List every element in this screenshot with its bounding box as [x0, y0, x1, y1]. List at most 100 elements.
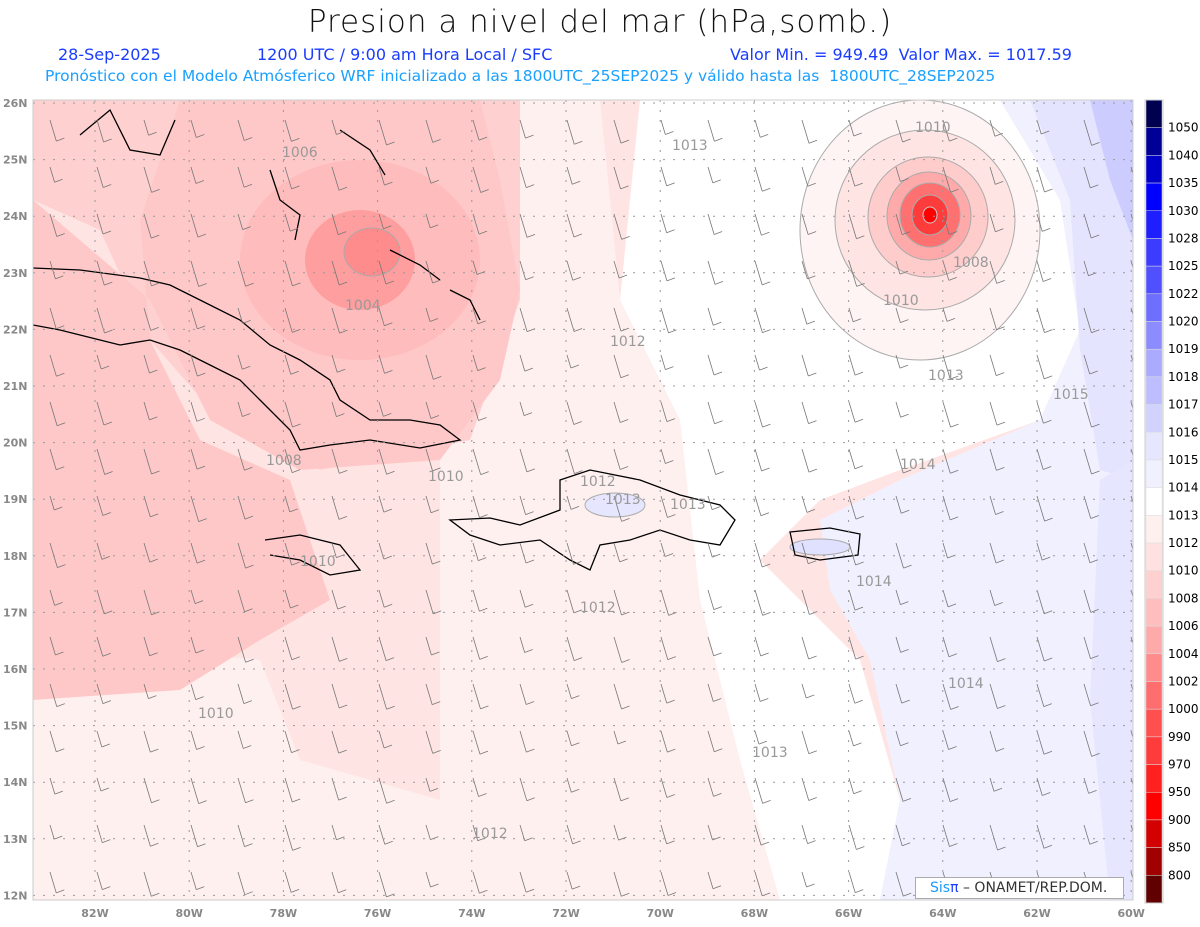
wind-barb-flag: [151, 470, 160, 475]
wind-barb-flag: [667, 748, 676, 753]
wind-barb: [190, 542, 206, 564]
wind-barb-staff: [754, 636, 762, 657]
wind-barb-flag: [102, 700, 112, 705]
wind-barb-flag: [997, 658, 1006, 663]
wind-barb-staff: [425, 354, 434, 380]
wind-barb-staff: [331, 730, 340, 754]
wind-barb-flag: [386, 799, 395, 804]
wind-barb: [143, 401, 158, 421]
wind-barb: [378, 401, 392, 417]
wind-barb-staff: [378, 730, 385, 749]
lat-label: 15N: [3, 720, 28, 733]
lon-label: 64W: [929, 907, 956, 920]
wind-barb: [1083, 730, 1100, 757]
wind-barb-flag: [1043, 750, 1053, 755]
wind-barb-flag: [666, 229, 675, 234]
wind-barb-flag: [853, 132, 862, 137]
wind-barb-staff: [989, 589, 996, 606]
wind-barb: [284, 777, 301, 803]
wind-barb: [801, 636, 817, 660]
wind-barb-staff: [707, 260, 716, 285]
wind-barb: [989, 213, 1004, 233]
wind-barb: [425, 542, 441, 565]
wind-barb-flag: [196, 886, 205, 891]
wind-barb-flag: [570, 364, 580, 369]
wind-barb-staff: [801, 119, 810, 144]
wind-barb-staff: [566, 448, 575, 474]
wind-barb: [707, 166, 721, 184]
wind-barb: [190, 824, 206, 848]
wind-barb-staff: [707, 495, 713, 510]
wind-barb-flag: [713, 231, 723, 235]
wind-barb-staff: [143, 307, 152, 331]
wind-barb-flag: [902, 842, 911, 847]
wind-barb-staff: [1036, 777, 1043, 796]
wind-barb-staff: [613, 495, 623, 522]
wind-barb: [613, 871, 630, 897]
wind-barb-flag: [903, 564, 912, 569]
wind-barb-staff: [1036, 730, 1045, 755]
wind-barb-staff: [378, 777, 387, 804]
wind-barb: [237, 542, 254, 569]
wind-barb: [801, 448, 818, 473]
wind-barb-flag: [1090, 515, 1099, 519]
wind-barb: [190, 354, 206, 377]
wind-barb-flag: [338, 796, 347, 801]
wind-barb-staff: [1036, 166, 1045, 193]
wind-barb-staff: [190, 777, 200, 804]
wind-barb-staff: [801, 683, 807, 699]
wind-barb-staff: [754, 777, 763, 804]
wind-barb: [143, 871, 160, 897]
wind-barb-staff: [942, 542, 948, 559]
wind-barb-flag: [902, 231, 911, 236]
wind-barb: [519, 730, 535, 753]
wind-barb-flag: [385, 657, 395, 662]
wind-barb: [566, 730, 580, 747]
wind-barb-staff: [331, 119, 337, 135]
wind-barb: [942, 495, 959, 521]
wind-barb-flag: [666, 699, 675, 704]
wind-barb: [566, 777, 580, 793]
wind-barb: [96, 495, 111, 516]
wind-barb-flag: [526, 797, 535, 802]
wind-barb: [237, 354, 251, 370]
wind-barb-staff: [425, 542, 433, 565]
wind-barb-staff: [284, 448, 293, 473]
lat-lon-grid: [33, 100, 1133, 900]
wind-barb-flag: [620, 139, 630, 144]
wind-barb: [801, 589, 818, 615]
wind-barb-flag: [432, 701, 441, 706]
wind-barb: [1130, 683, 1133, 693]
wind-barb-staff: [1130, 542, 1133, 552]
wind-barb-flag: [196, 746, 205, 750]
wind-barb: [566, 166, 581, 185]
wind-barb-flag: [151, 611, 160, 616]
wind-barb-staff: [1083, 354, 1091, 375]
wind-barb-flag: [760, 133, 769, 138]
wind-barb-flag: [762, 563, 771, 568]
wind-barb-flag: [194, 600, 204, 604]
wind-barb-flag: [338, 749, 347, 754]
wind-barb-flag: [198, 283, 207, 287]
wind-barb: [284, 730, 300, 753]
wind-barb-flag: [386, 141, 395, 146]
wind-barb-staff: [96, 542, 103, 560]
wind-barb: [96, 730, 110, 748]
wind-barb: [754, 119, 769, 138]
wind-barb-flag: [101, 555, 111, 560]
wind-barb: [284, 354, 299, 375]
wind-barb-staff: [284, 730, 292, 753]
wind-barb-staff: [1083, 213, 1092, 239]
wind-barb-flag: [56, 372, 65, 377]
wind-barb-staff: [754, 401, 763, 428]
wind-barb-flag: [1137, 890, 1145, 893]
wind-barb: [143, 119, 157, 136]
wind-barb: [1130, 119, 1133, 129]
wind-barb-flag: [760, 512, 770, 517]
wind-barb-flag: [760, 652, 769, 657]
wind-barb-flag: [197, 843, 206, 848]
wind-barb: [284, 401, 301, 428]
wind-barb: [895, 448, 912, 474]
wind-barb: [472, 401, 487, 421]
wind-barb-staff: [49, 166, 55, 183]
